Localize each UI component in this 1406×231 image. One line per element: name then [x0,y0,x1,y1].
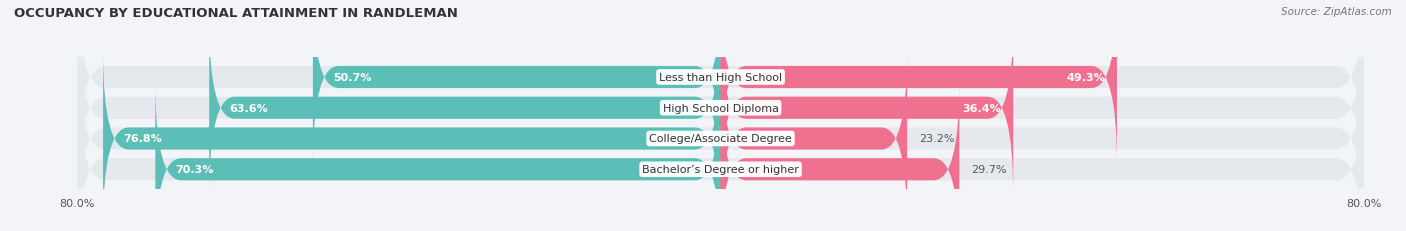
Text: 29.7%: 29.7% [972,164,1007,174]
Text: 49.3%: 49.3% [1066,73,1105,83]
FancyBboxPatch shape [77,0,1364,174]
Text: Bachelor’s Degree or higher: Bachelor’s Degree or higher [643,164,799,174]
FancyBboxPatch shape [721,52,907,226]
Text: 76.8%: 76.8% [124,134,162,144]
Text: 70.3%: 70.3% [176,164,214,174]
FancyBboxPatch shape [155,82,721,231]
Text: 36.4%: 36.4% [963,103,1001,113]
FancyBboxPatch shape [721,82,959,231]
FancyBboxPatch shape [721,0,1116,165]
Text: High School Diploma: High School Diploma [662,103,779,113]
Text: 63.6%: 63.6% [229,103,269,113]
FancyBboxPatch shape [314,0,721,165]
FancyBboxPatch shape [77,12,1364,204]
FancyBboxPatch shape [77,73,1364,231]
Text: OCCUPANCY BY EDUCATIONAL ATTAINMENT IN RANDLEMAN: OCCUPANCY BY EDUCATIONAL ATTAINMENT IN R… [14,7,458,20]
Text: 50.7%: 50.7% [333,73,371,83]
FancyBboxPatch shape [77,43,1364,231]
FancyBboxPatch shape [721,21,1014,195]
Text: College/Associate Degree: College/Associate Degree [650,134,792,144]
FancyBboxPatch shape [209,21,721,195]
FancyBboxPatch shape [103,52,721,226]
Text: Source: ZipAtlas.com: Source: ZipAtlas.com [1281,7,1392,17]
Text: Less than High School: Less than High School [659,73,782,83]
Text: 23.2%: 23.2% [920,134,955,144]
Legend: Owner-occupied, Renter-occupied: Owner-occupied, Renter-occupied [593,230,848,231]
